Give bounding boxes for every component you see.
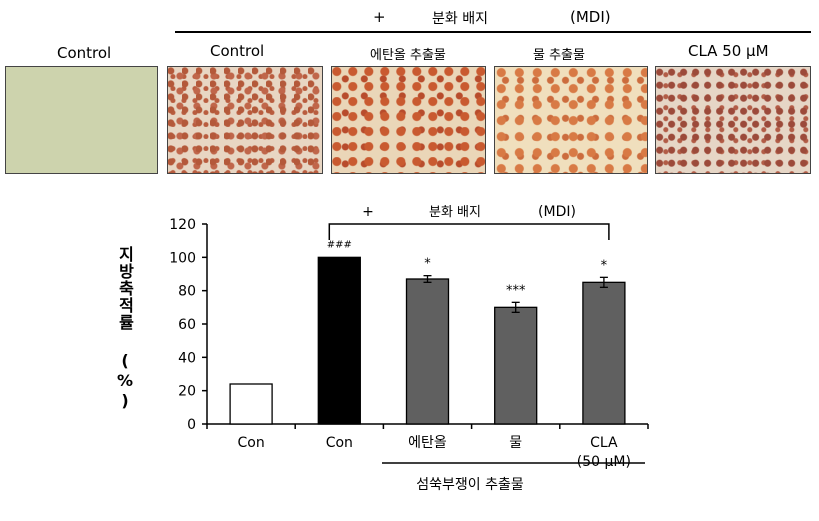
header-line xyxy=(175,31,811,33)
y-tick-label: 20 xyxy=(178,384,196,400)
header-plus: + xyxy=(373,8,386,26)
micrograph-cla xyxy=(655,66,811,174)
y-tick-label: 80 xyxy=(178,284,196,300)
y-tick-label: 0 xyxy=(187,417,196,433)
x-tick-label: Con xyxy=(237,435,264,451)
bar xyxy=(582,281,626,425)
y-tick-label: 100 xyxy=(169,250,196,266)
panel-label-cla: CLA 50 μM xyxy=(688,42,769,60)
y-axis-title: 지방축적률 (%) xyxy=(112,246,138,416)
x-tick-label: 에탄올 xyxy=(408,435,447,451)
x-tick-label: (50 μM) xyxy=(577,454,631,470)
panel-label-water-extract: 물 추출물 xyxy=(533,48,585,63)
bracket-medium-abbr: (MDI) xyxy=(538,204,576,220)
group-label: 섬쑥부쟁이 추출물 xyxy=(416,477,524,493)
micrograph-mdi-control xyxy=(167,66,323,174)
significance-label: *** xyxy=(506,283,526,298)
bar xyxy=(317,256,361,425)
y-tick-label: 60 xyxy=(178,317,196,333)
y-tick-label: 40 xyxy=(178,350,196,366)
bracket-plus: + xyxy=(362,204,374,220)
bar xyxy=(405,278,450,425)
y-tick-label: 120 xyxy=(169,217,196,233)
bracket-medium-label: 분화 배지 xyxy=(429,205,481,220)
x-tick-label: CLA xyxy=(590,435,618,451)
significance-label: * xyxy=(601,258,608,273)
header-medium-abbr: (MDI) xyxy=(570,8,611,26)
micrograph-water-extract xyxy=(494,66,648,174)
significance-label: ### xyxy=(327,239,352,250)
mdi-bracket xyxy=(328,223,610,240)
significance-label: * xyxy=(424,257,431,272)
micrograph-ethanol-extract xyxy=(331,66,486,174)
x-tick-label: Con xyxy=(326,435,353,451)
panel-label-untreated-control: Control xyxy=(57,44,112,62)
micrograph-untreated-control xyxy=(5,66,158,174)
bar xyxy=(229,383,273,425)
x-tick-label: 물 xyxy=(509,435,522,451)
panel-label-ethanol-extract: 에탄올 추출물 xyxy=(370,48,446,63)
header-medium-label: 분화 배지 xyxy=(432,11,488,27)
bar xyxy=(494,306,538,425)
y-axis-title-text: 지방축적률 (%) xyxy=(115,246,135,411)
panel-label-mdi-control: Control xyxy=(210,42,265,60)
